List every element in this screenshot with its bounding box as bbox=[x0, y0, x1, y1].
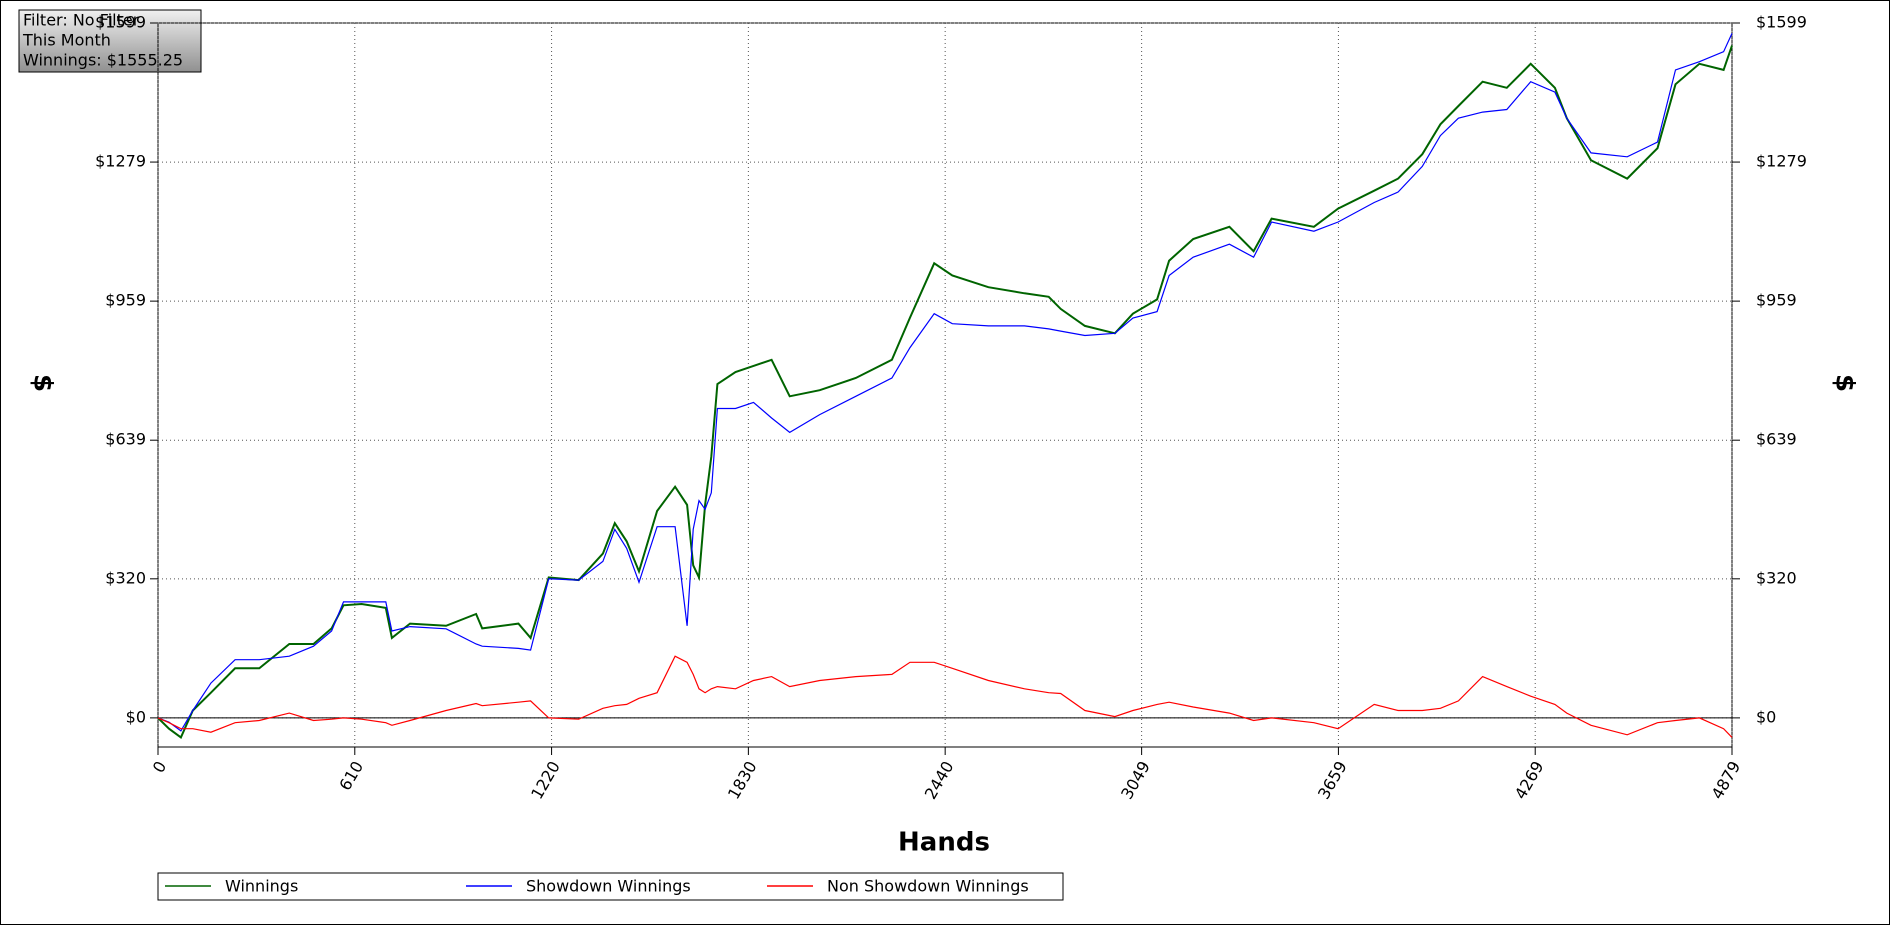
legend-label: Non Showdown Winnings bbox=[827, 877, 1029, 896]
y2-tick-label: $320 bbox=[1756, 568, 1797, 587]
series-line bbox=[157, 655, 1733, 738]
info-box-bg bbox=[18, 9, 202, 73]
y-tick-label: $959 bbox=[105, 291, 146, 310]
y2-tick-label: $959 bbox=[1756, 291, 1797, 310]
y2-tick-label: $0 bbox=[1756, 707, 1776, 726]
y-tick-label: $320 bbox=[105, 568, 146, 587]
y-tick-label: $0 bbox=[126, 707, 146, 726]
x-axis-title: Hands bbox=[898, 828, 990, 858]
info-line: Filter: No Filter bbox=[23, 11, 140, 30]
y2-axis-title: $ bbox=[1830, 374, 1860, 392]
legend-label: Winnings bbox=[225, 877, 298, 896]
y-axis-title: $ bbox=[28, 374, 58, 392]
y-tick-label: $639 bbox=[105, 430, 146, 449]
legend-box bbox=[157, 872, 1064, 901]
y2-tick-label: $639 bbox=[1756, 430, 1797, 449]
y2-tick-label: $1279 bbox=[1756, 152, 1807, 171]
series-line bbox=[157, 45, 1733, 739]
legend-label: Showdown Winnings bbox=[526, 877, 691, 896]
info-box: Filter: No Filter This Month Winnings: $… bbox=[18, 9, 202, 73]
info-line: This Month bbox=[22, 31, 111, 50]
y-tick-label: $1599 bbox=[95, 13, 146, 32]
y-tick-label: $1279 bbox=[95, 152, 146, 171]
y2-tick-label: $1599 bbox=[1756, 13, 1807, 32]
series-line bbox=[157, 33, 1733, 732]
info-line: Winnings: $1555.25 bbox=[23, 51, 183, 70]
